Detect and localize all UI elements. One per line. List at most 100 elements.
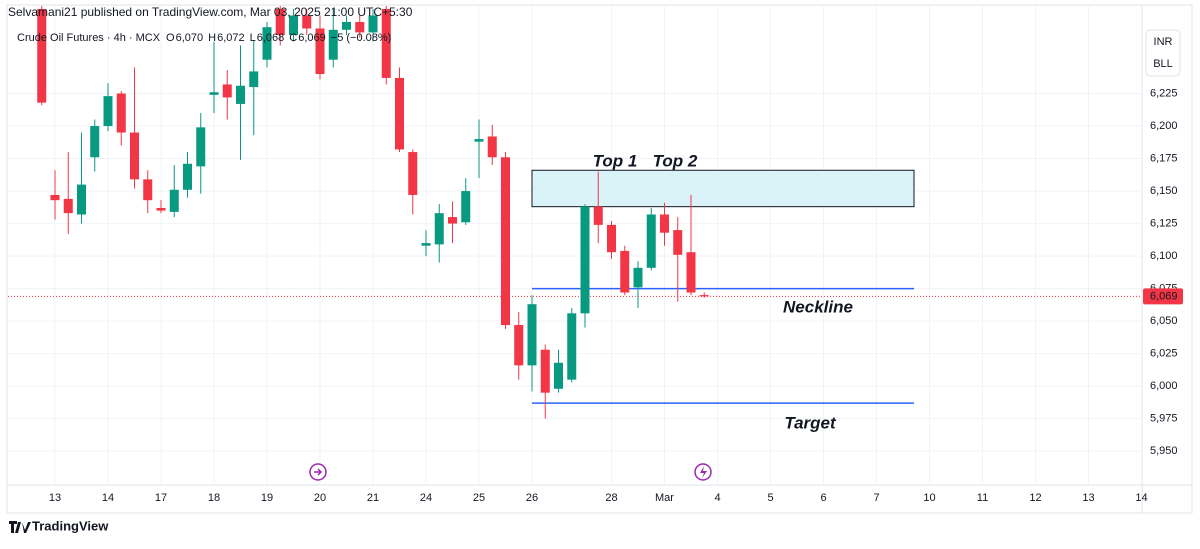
candle-body — [77, 184, 86, 215]
x-tick-label: 26 — [526, 492, 538, 504]
y-tick-label: 6,200 — [1150, 120, 1178, 132]
x-tick-label: 13 — [1082, 492, 1094, 504]
x-tick-label: 10 — [923, 492, 935, 504]
y-tick-label: 6,225 — [1150, 87, 1178, 99]
publisher: Selvamani21 published on TradingView.com… — [8, 5, 413, 19]
candle-body — [130, 132, 139, 180]
x-tick-label: 14 — [102, 492, 114, 504]
candle-body — [567, 313, 577, 380]
ohlc-label: O — [166, 32, 175, 44]
x-tick-label: 19 — [261, 492, 273, 504]
x-tick-label: 18 — [208, 492, 220, 504]
y-tick-label: 6,175 — [1150, 152, 1178, 164]
annotation: Top 1 — [593, 151, 638, 170]
candle-body — [355, 22, 365, 33]
candle-body — [620, 250, 630, 293]
x-tick-label: 7 — [873, 492, 879, 504]
x-tick-label: 24 — [420, 492, 432, 504]
y-tick-label: 6,000 — [1150, 380, 1178, 392]
annotation: Target — [784, 413, 837, 432]
y-tick-label: 6,025 — [1150, 348, 1178, 360]
candle-body — [554, 362, 563, 389]
candle-body — [116, 93, 126, 133]
candle-body — [156, 207, 166, 211]
event-icon[interactable] — [309, 463, 327, 481]
y-tick-label: 6,050 — [1150, 315, 1178, 327]
candle-body — [183, 163, 192, 190]
candle-body — [699, 295, 709, 297]
candle-body — [37, 8, 47, 103]
unit[interactable]: BLL — [1153, 58, 1173, 70]
x-tick-label: 20 — [314, 492, 326, 504]
candle-body — [580, 206, 590, 314]
candle-body — [487, 136, 497, 158]
ohlc-value: 6,072 — [217, 32, 245, 44]
ohlc-value: 6,070 — [176, 32, 204, 44]
candle-body — [395, 77, 404, 150]
x-tick-label: 13 — [49, 492, 61, 504]
candle-body — [275, 8, 285, 36]
x-tick-label: 6 — [820, 492, 826, 504]
x-tick-label: 11 — [977, 492, 988, 504]
x-tick-label: 12 — [1029, 492, 1041, 504]
candle-body — [633, 267, 643, 288]
candle-body — [63, 198, 73, 214]
candle-body — [328, 29, 338, 60]
candle-body — [90, 126, 100, 158]
footer: TradingView — [32, 518, 109, 533]
candle-body — [262, 27, 272, 60]
candle-body — [434, 213, 444, 245]
candle-body — [143, 179, 153, 201]
candle-body — [50, 194, 60, 201]
event-icon[interactable] — [694, 463, 712, 481]
x-tick-label: 21 — [367, 492, 379, 504]
y-tick-label: 6,150 — [1150, 185, 1178, 197]
candle-body — [673, 230, 683, 255]
candle-body — [169, 189, 179, 212]
candle-body — [236, 85, 245, 104]
candle-body — [686, 252, 696, 293]
x-tick-label: 28 — [605, 492, 617, 504]
candle-body — [660, 214, 669, 233]
ohlc-label: L — [250, 32, 256, 44]
candle-body — [103, 96, 113, 127]
symbol: Crude Oil Futures · 4h · MCX — [17, 32, 161, 44]
y-tick-label: 6,125 — [1150, 217, 1178, 229]
candle-body — [593, 206, 603, 225]
ohlc-value: 6,069 — [298, 32, 326, 44]
x-tick-label: 17 — [155, 492, 167, 504]
y-tick-label: 5,950 — [1150, 445, 1178, 457]
candle-body — [461, 191, 471, 223]
candle-body — [368, 15, 378, 33]
candle-body — [196, 127, 206, 167]
candle-body — [289, 15, 298, 36]
candle-body — [474, 139, 484, 142]
candle-body — [342, 22, 351, 30]
x-tick-label: 25 — [473, 492, 485, 504]
annotation: Top 2 — [653, 151, 698, 170]
frame — [6, 4, 1193, 514]
annotation: Neckline — [783, 297, 853, 316]
candle-body — [408, 152, 418, 195]
x-tick-label: 14 — [1135, 492, 1147, 504]
currency[interactable]: INR — [1154, 36, 1173, 48]
candle-body — [540, 349, 550, 393]
candle-body — [315, 28, 325, 75]
candle-body — [222, 84, 232, 98]
ohlc-value: 6,068 — [257, 32, 285, 44]
candle-body — [421, 243, 431, 246]
candle-body — [302, 15, 312, 29]
candle-body — [646, 214, 656, 268]
y-tick-label: 6,100 — [1150, 250, 1178, 262]
y-tick-label: 5,975 — [1150, 413, 1178, 425]
candle-body — [448, 217, 457, 224]
candle-body — [209, 92, 219, 95]
x-tick-label: 5 — [767, 492, 773, 504]
unit-box[interactable] — [1145, 29, 1181, 77]
candle-body — [249, 71, 259, 88]
change: −5 (−0.08%) — [331, 32, 392, 44]
candle-body — [501, 157, 510, 326]
candle-body — [381, 8, 391, 78]
candle-body — [527, 304, 537, 366]
